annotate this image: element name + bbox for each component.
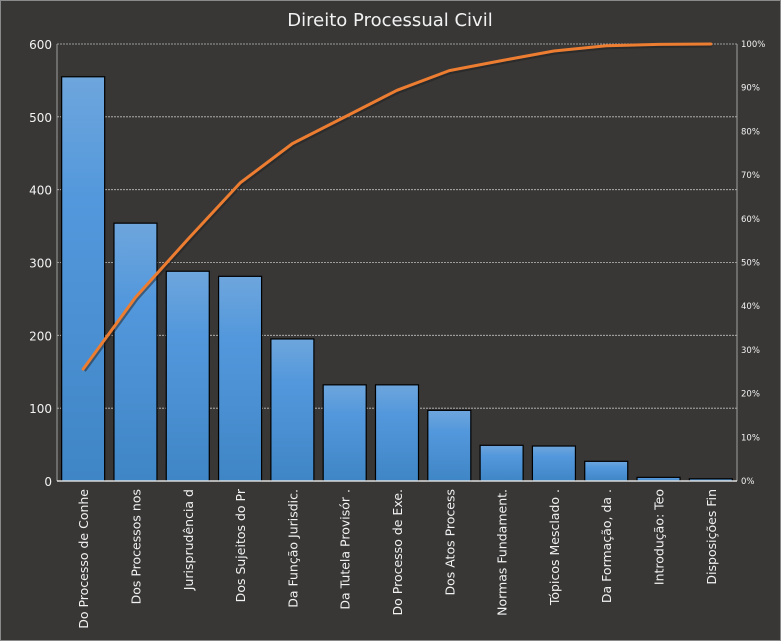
x-tick-label: Normas Fundament. — [495, 489, 510, 616]
x-tick-label: Dos Sujeitos do Pr — [233, 488, 248, 602]
x-tick-label: Jurisprudência d — [181, 489, 196, 591]
bar — [531, 445, 577, 482]
x-tick-label: Dos Processos nos — [128, 489, 143, 604]
x-tick-label: Da Função Jurisdic. — [285, 489, 300, 608]
y-right-tick-label: 40% — [741, 302, 760, 312]
y-right-tick-label: 30% — [741, 346, 760, 356]
y-left-tick-label: 300 — [29, 257, 52, 271]
y-left-tick-label: 200 — [29, 329, 52, 343]
bar — [374, 384, 420, 482]
y-right-tick-label: 100% — [741, 40, 765, 50]
y-right-tick-label: 70% — [741, 171, 760, 181]
bar — [584, 460, 629, 482]
y-right-tick-label: 0% — [741, 477, 755, 487]
x-tick-label: Disposições Fin — [704, 489, 719, 585]
y-left-tick-label: 500 — [29, 111, 52, 125]
x-tick-label: Da Tutela Provisór . — [338, 489, 353, 610]
y-right-tick-label: 20% — [741, 390, 760, 400]
x-tick-label: Do Processo de Conhe — [76, 489, 91, 629]
bar — [165, 270, 210, 482]
x-tick-label: Tópicos Mesclado . — [547, 489, 562, 606]
x-tick-label: Introdução: Teo — [652, 489, 667, 585]
x-tick-label: Do Processo de Exe. — [390, 489, 405, 615]
x-tick-label: Dos Atos Process — [442, 489, 457, 596]
chart-title: Direito Processual Civil — [287, 10, 492, 31]
cumulative-line-shadow — [82, 43, 712, 372]
y-right-tick-label: 10% — [741, 433, 760, 443]
cumulative-percent-line — [81, 42, 713, 371]
bar — [113, 222, 158, 482]
x-tick-label: Da Formação, da . — [599, 489, 614, 603]
y-right-tick-label: 90% — [741, 84, 760, 94]
y-left-tick-label: 0 — [44, 475, 52, 489]
bar — [217, 275, 263, 482]
bar — [479, 444, 524, 482]
y-left-tick-label: 100 — [29, 402, 52, 416]
y-left-tick-label: 400 — [29, 184, 52, 198]
bar — [427, 409, 472, 482]
y-right-tick-label: 80% — [741, 127, 760, 137]
y-left-tick-label: 600 — [29, 38, 52, 52]
y-right-tick-label: 60% — [741, 215, 760, 225]
y-right-tick-label: 50% — [741, 259, 760, 269]
bar — [322, 384, 367, 482]
bar — [270, 338, 315, 482]
bar — [61, 76, 106, 482]
